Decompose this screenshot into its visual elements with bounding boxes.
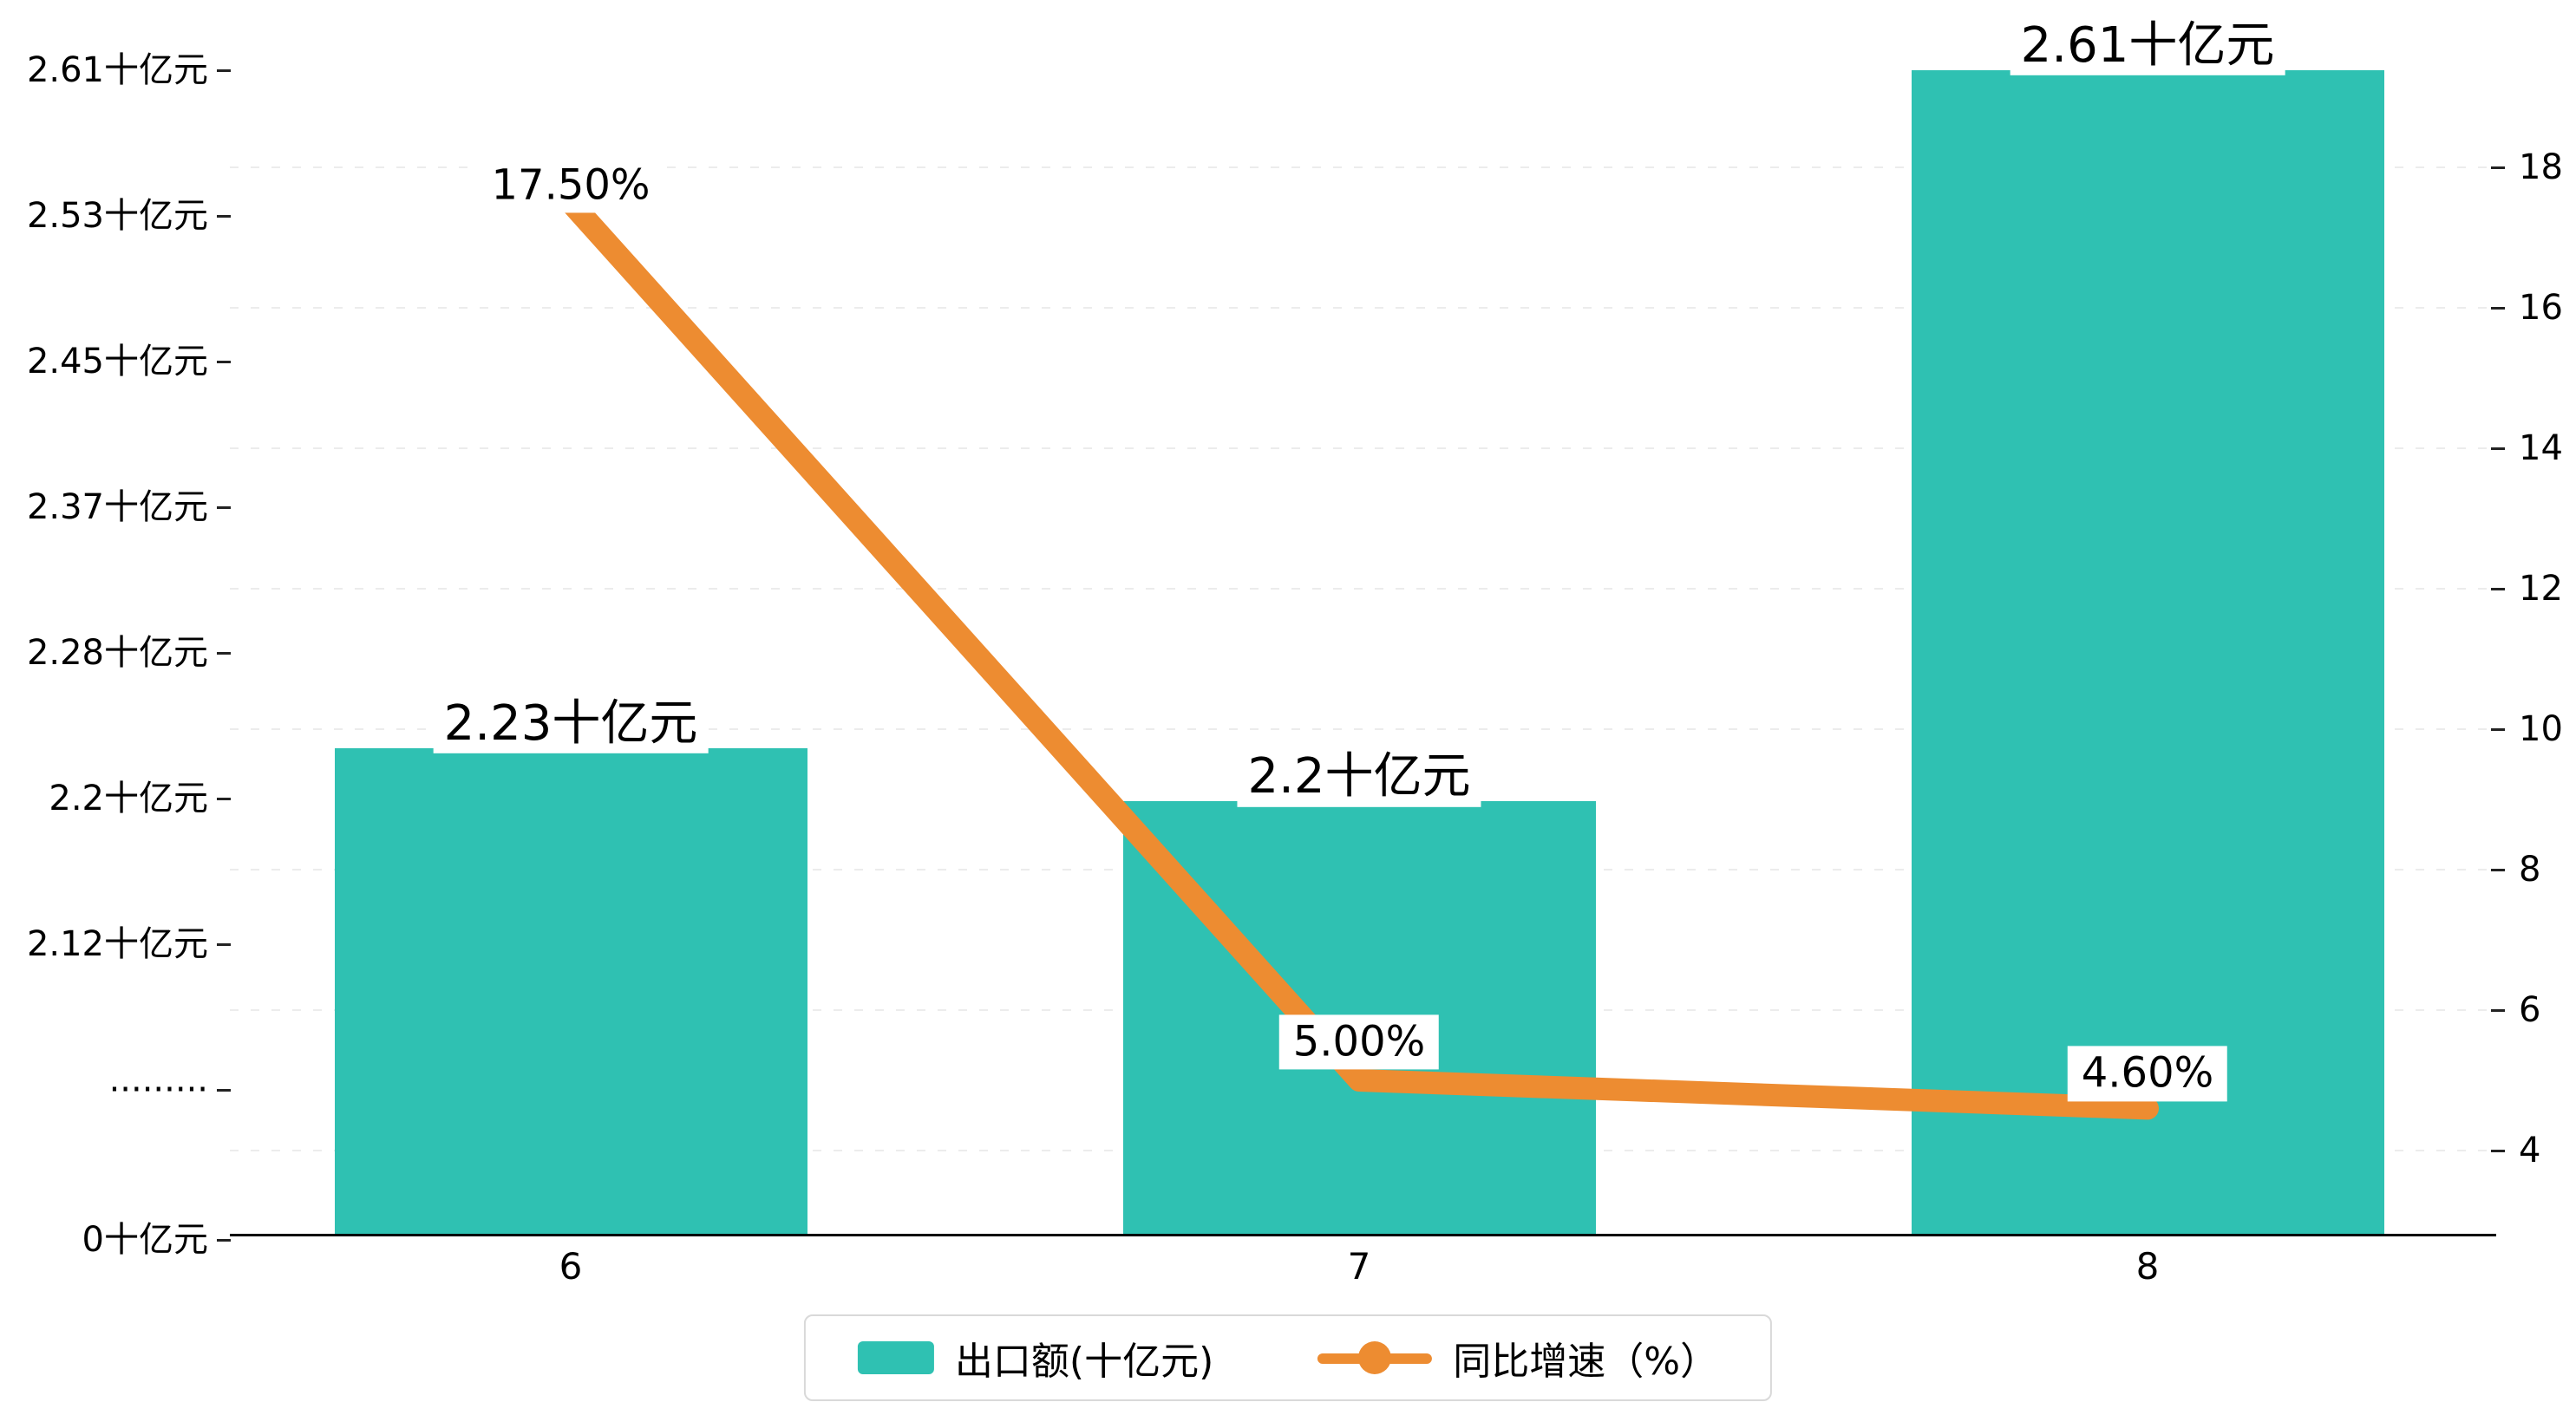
right-axis-tick-mark xyxy=(2491,588,2505,590)
right-axis-tick-mark xyxy=(2491,728,2505,731)
bar-value-label: 2.23十亿元 xyxy=(433,694,709,753)
right-axis-tick-label: 18 xyxy=(2519,147,2563,187)
left-axis-tick-mark xyxy=(217,798,231,800)
legend: 出口额(十亿元) 同比增速（%） xyxy=(803,1314,1773,1401)
right-axis-tick-label: 6 xyxy=(2519,990,2541,1030)
right-axis-tick-mark xyxy=(2491,1009,2505,1012)
left-axis-tick-mark xyxy=(217,1089,231,1092)
left-axis-tick-label: ········· xyxy=(108,1070,208,1110)
left-axis-tick-label: 2.53十亿元 xyxy=(26,196,208,236)
bar-series-swatch-icon xyxy=(857,1341,934,1374)
bar-value-label: 2.2十亿元 xyxy=(1237,747,1481,807)
left-axis-tick-mark xyxy=(217,1239,231,1242)
bar[interactable] xyxy=(334,747,807,1234)
gridline xyxy=(230,588,2496,590)
growth-line[interactable] xyxy=(559,191,2159,1120)
line-value-label: 5.00% xyxy=(1278,1014,1440,1070)
x-axis-line xyxy=(230,1234,2496,1236)
x-axis-label: 7 xyxy=(1347,1245,1371,1288)
line-marker-dot xyxy=(1358,1341,1392,1374)
line-series-marker-icon xyxy=(1317,1340,1433,1375)
gridline xyxy=(230,166,2496,168)
left-axis-tick-label: 2.2十亿元 xyxy=(49,779,208,818)
left-axis-tick-mark xyxy=(217,652,231,655)
right-axis-tick-mark xyxy=(2491,1150,2505,1152)
left-axis-tick-label: 2.28十亿元 xyxy=(26,633,208,673)
line-value-label: 17.50% xyxy=(477,157,664,213)
left-axis-tick-mark xyxy=(217,69,231,72)
right-axis-tick-mark xyxy=(2491,447,2505,450)
bar-value-label: 2.61十亿元 xyxy=(2010,16,2285,76)
left-axis-tick-label: 2.61十亿元 xyxy=(26,50,208,90)
legend-item-label: 出口额(十亿元) xyxy=(954,1340,1214,1384)
left-axis-tick-label: 2.12十亿元 xyxy=(26,924,208,964)
gridline xyxy=(230,728,2496,730)
x-axis-label: 8 xyxy=(2135,1245,2160,1288)
bar[interactable] xyxy=(1911,70,2384,1234)
legend-item[interactable]: 出口额(十亿元) xyxy=(857,1330,1214,1386)
right-axis-tick-mark xyxy=(2491,307,2505,310)
left-axis-tick-label: 0十亿元 xyxy=(82,1220,208,1260)
left-axis-tick-mark xyxy=(217,361,231,363)
left-axis-tick-label: 2.45十亿元 xyxy=(26,342,208,381)
x-axis-label: 6 xyxy=(559,1245,583,1288)
line-value-label: 4.60% xyxy=(2067,1046,2228,1101)
left-axis-tick-mark xyxy=(217,506,231,509)
legend-item-label: 同比增速（%） xyxy=(1453,1340,1719,1384)
gridline xyxy=(230,307,2496,309)
right-axis-tick-label: 16 xyxy=(2519,288,2563,328)
right-axis-tick-label: 8 xyxy=(2519,850,2541,890)
right-axis-tick-mark xyxy=(2491,869,2505,871)
right-axis-tick-label: 12 xyxy=(2519,569,2563,609)
right-axis-tick-label: 14 xyxy=(2519,428,2563,468)
right-axis-tick-label: 4 xyxy=(2519,1131,2541,1170)
left-axis-tick-mark xyxy=(217,943,231,946)
left-axis-tick-label: 2.37十亿元 xyxy=(26,487,208,527)
right-axis-tick-label: 10 xyxy=(2519,709,2563,749)
gridline xyxy=(230,447,2496,449)
right-axis-tick-mark xyxy=(2491,166,2505,169)
legend-item[interactable]: 同比增速（%） xyxy=(1317,1330,1718,1386)
left-axis-tick-mark xyxy=(217,215,231,218)
